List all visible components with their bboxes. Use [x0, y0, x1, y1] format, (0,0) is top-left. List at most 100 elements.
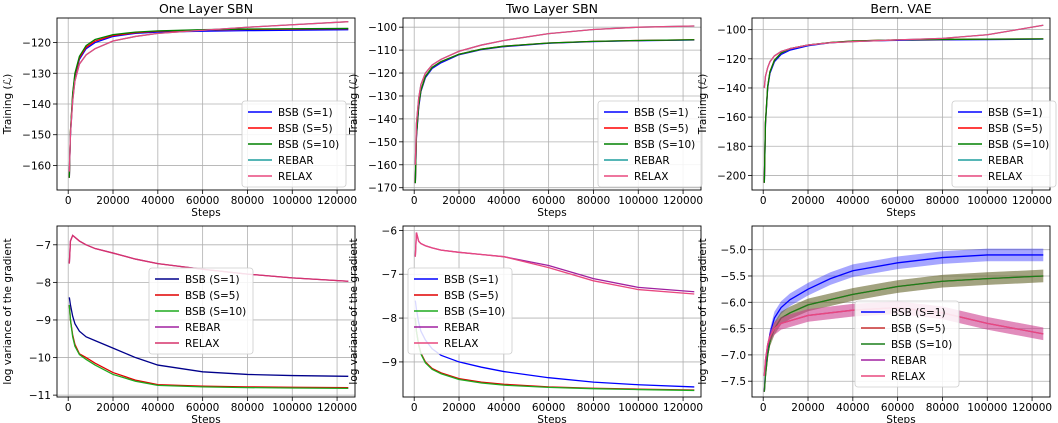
- legend-label: BSB (S=10): [278, 139, 339, 151]
- chart-panel-5: 0 20000 40000 60000 80000 100000 120000 −9 −8 −7 −…: [348, 225, 703, 423]
- chart-panel-6: 0 20000 40000 60000 80000 100000 120000 −7.5 −7.…: [697, 225, 1052, 423]
- y-tick-label: −6.5: [721, 324, 747, 336]
- y-tick-label: −110: [368, 45, 397, 57]
- series-line: [68, 21, 349, 172]
- x-tick-label: 0: [411, 195, 418, 207]
- y-tick-label: −120: [22, 38, 51, 50]
- x-tick-label: 40000: [836, 195, 869, 207]
- legend-label: BSB (S=1): [185, 274, 240, 286]
- legend-label: BSB (S=5): [988, 123, 1043, 135]
- legend-box: [407, 267, 513, 355]
- x-tick-label: 100000: [967, 195, 1007, 207]
- chart-panel-2: 0 20000 40000 60000 80000 100000 120000 −170 −16…: [348, 1, 703, 219]
- x-tick-label: 80000: [926, 402, 959, 414]
- y-axis-label: Training (ℒ): [348, 74, 360, 136]
- x-tick-label: 100000: [272, 402, 312, 414]
- series-line: [68, 297, 349, 377]
- y-tick-label: −5.5: [721, 271, 747, 283]
- x-tick-label: 60000: [532, 402, 565, 414]
- x-axis-label: Steps: [537, 207, 566, 219]
- y-tick-label: −7: [36, 240, 51, 252]
- legend-label: BSB (S=1): [278, 107, 333, 119]
- legend-label: REBAR: [278, 155, 314, 167]
- legend-label: RELAX: [891, 371, 925, 383]
- legend-label: BSB (S=10): [891, 339, 952, 351]
- legend-label: BSB (S=5): [278, 123, 333, 135]
- series-line: [414, 232, 695, 295]
- y-tick-label: −120: [368, 68, 397, 80]
- x-axis-label: Steps: [537, 414, 566, 423]
- series-band: [764, 269, 1044, 392]
- legend-label: BSB (S=1): [891, 307, 946, 319]
- y-tick-label: −7.5: [721, 376, 747, 388]
- x-tick-label: 40000: [487, 195, 520, 207]
- chart-panel-4: 0 20000 40000 60000 80000 100000 120000 −11 −10 −…: [2, 225, 357, 423]
- series-group: [414, 25, 695, 184]
- y-tick-label: −100: [717, 25, 746, 37]
- y-tick-label: −130: [368, 91, 397, 103]
- x-tick-label: 60000: [186, 195, 219, 207]
- legend-label: BSB (S=5): [891, 323, 946, 335]
- legend: BSB (S=1) BSB (S=5) BSB (S=10) REBAR RELAX: [951, 100, 1057, 188]
- legend-label: BSB (S=10): [185, 306, 246, 318]
- x-tick-label: 80000: [577, 195, 610, 207]
- y-tick-label: −5.0: [721, 245, 747, 257]
- y-tick-label: −100: [368, 22, 397, 34]
- y-tick-label: −120: [717, 54, 746, 66]
- x-tick-label: 80000: [231, 402, 264, 414]
- legend-label: BSB (S=10): [988, 139, 1049, 151]
- x-tick-label: 40000: [141, 402, 174, 414]
- legend-label: REBAR: [988, 155, 1024, 167]
- legend-label: BSB (S=5): [185, 290, 240, 302]
- y-axis-label: log variance of the gradient: [697, 238, 709, 384]
- legend-label: REBAR: [634, 155, 670, 167]
- legend-label: BSB (S=5): [634, 123, 689, 135]
- legend: BSB (S=1) BSB (S=5) BSB (S=10) REBAR RELAX: [854, 300, 960, 388]
- legend-label: RELAX: [278, 171, 312, 183]
- chart-panel-3: 0 20000 40000 60000 80000 100000 120000 −200 −18…: [697, 1, 1057, 219]
- y-tick-label: −170: [368, 183, 397, 195]
- chart-panel-1: 0 20000 40000 60000 80000 100000 120000 −160 −15…: [2, 1, 357, 219]
- x-tick-label: 80000: [577, 402, 610, 414]
- axes-frame: [751, 225, 1051, 398]
- y-tick-label: −11: [29, 390, 51, 402]
- y-tick-label: −140: [368, 114, 397, 126]
- series-line: [763, 24, 1044, 89]
- y-tick-label: −8: [36, 277, 51, 289]
- x-tick-label: 60000: [881, 402, 914, 414]
- series-line: [414, 25, 695, 165]
- y-axis-label: Training (ℒ): [2, 74, 14, 136]
- legend-box: [597, 100, 703, 188]
- legend-label: RELAX: [988, 171, 1022, 183]
- x-tick-label: 60000: [186, 402, 219, 414]
- y-tick-label: −180: [717, 141, 746, 153]
- x-tick-label: 100000: [618, 402, 658, 414]
- legend-label: REBAR: [891, 355, 927, 367]
- x-tick-label: 120000: [1012, 195, 1052, 207]
- legend-label: BSB (S=1): [634, 107, 689, 119]
- y-tick-label: −160: [22, 160, 51, 172]
- series-group: [68, 21, 349, 178]
- y-tick-label: −160: [717, 112, 746, 124]
- y-axis-label: log variance of the gradient: [2, 238, 14, 384]
- x-axis-label: Steps: [886, 414, 915, 423]
- series-line: [763, 254, 1044, 392]
- x-tick-label: 0: [65, 195, 72, 207]
- x-tick-label: 0: [65, 402, 72, 414]
- x-tick-label: 80000: [231, 195, 264, 207]
- chart-title: One Layer SBN: [159, 1, 253, 16]
- y-tick-label: −8: [382, 313, 397, 325]
- x-tick-label: 120000: [1012, 402, 1052, 414]
- x-tick-label: 120000: [317, 195, 357, 207]
- x-tick-label: 40000: [487, 402, 520, 414]
- series-line: [763, 275, 1044, 392]
- legend: BSB (S=1) BSB (S=5) BSB (S=10) REBAR RELAX: [597, 100, 703, 188]
- legend-label: REBAR: [185, 322, 221, 334]
- x-axis-label: Steps: [191, 207, 220, 219]
- y-tick-label: −6.0: [721, 297, 747, 309]
- y-tick-label: −200: [717, 170, 746, 182]
- legend: BSB (S=1) BSB (S=5) BSB (S=10) REBAR RELAX: [241, 100, 347, 188]
- series-group: [763, 24, 1044, 183]
- x-tick-label: 0: [411, 402, 418, 414]
